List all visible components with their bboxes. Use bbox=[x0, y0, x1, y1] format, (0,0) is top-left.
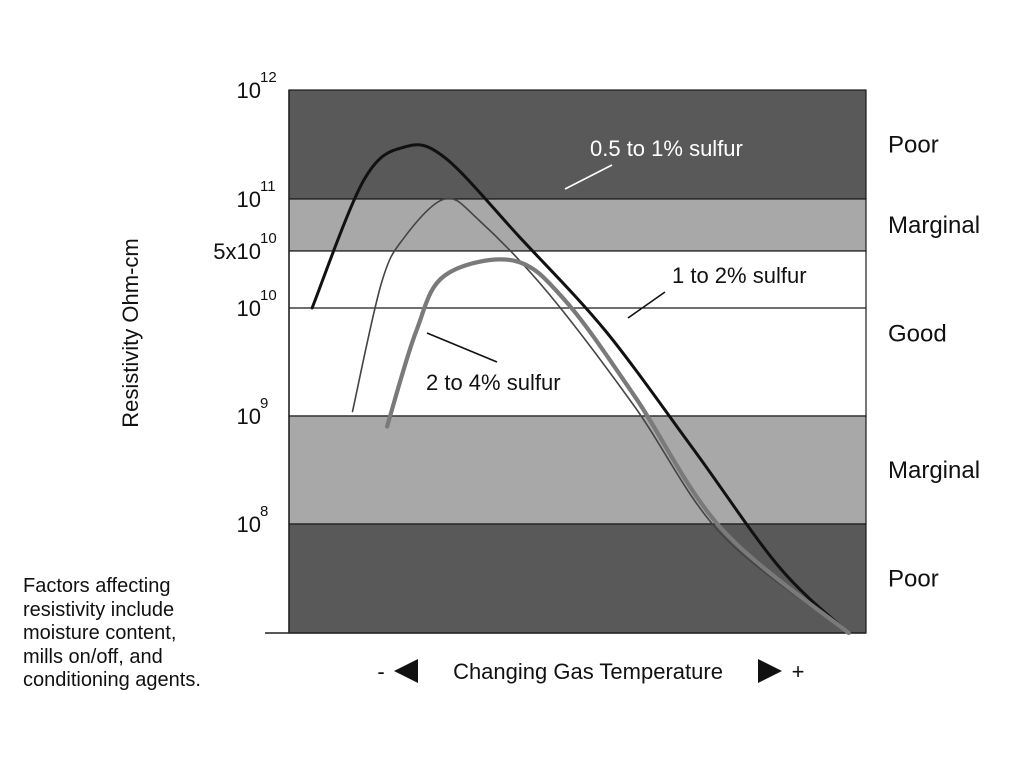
zone-labels: Poor Marginal Good Marginal Poor bbox=[888, 132, 980, 593]
series-label-3: 2 to 4% sulfur bbox=[426, 370, 561, 395]
x-axis-title: Changing Gas Temperature bbox=[453, 659, 723, 684]
series-leader-lines bbox=[426, 164, 666, 363]
x-axis-title-group: - Changing Gas Temperature + bbox=[377, 659, 804, 684]
y-tick-exponent: 10 bbox=[260, 287, 277, 304]
zone-band-poor bbox=[288, 523, 867, 634]
zone-label-marginal: Marginal bbox=[888, 212, 980, 239]
zone-bands bbox=[288, 89, 867, 634]
note-line: moisture content, bbox=[23, 622, 177, 644]
zone-band-marginal bbox=[288, 415, 867, 525]
x-axis-minus: - bbox=[377, 659, 384, 684]
x-axis-plus: + bbox=[792, 659, 805, 684]
series-leader-2 bbox=[627, 291, 666, 319]
y-tick-exponent: 11 bbox=[260, 178, 276, 195]
zone-band-poor bbox=[288, 89, 867, 200]
y-tick-exponent: 8 bbox=[260, 503, 268, 520]
series-leader-1 bbox=[564, 164, 613, 190]
series-labels: 0.5 to 1% sulfur 1 to 2% sulfur 2 to 4% su… bbox=[426, 136, 807, 395]
series-leader-3 bbox=[426, 332, 498, 363]
zone-band-good bbox=[288, 250, 867, 417]
right-arrow-icon bbox=[758, 659, 782, 683]
y-tick-base: 10 bbox=[237, 404, 261, 429]
y-tick-base: 10 bbox=[237, 187, 261, 212]
series-line-1 bbox=[310, 143, 851, 635]
left-arrow-icon bbox=[394, 659, 418, 683]
y-tick-base: 10 bbox=[237, 296, 261, 321]
y-tick-base: 10 bbox=[237, 512, 261, 537]
note-line: mills on/off, and bbox=[23, 645, 163, 668]
zone-label-poor: Poor bbox=[888, 132, 939, 159]
y-tick-label: 108 bbox=[237, 503, 269, 537]
zone-label-poor: Poor bbox=[888, 566, 939, 593]
y-tick-base: 5x10 bbox=[213, 239, 261, 264]
series-lines bbox=[310, 143, 851, 636]
y-tick-base: 10 bbox=[237, 78, 261, 103]
zone-label-good: Good bbox=[888, 321, 947, 348]
y-tick-exponent: 10 bbox=[260, 230, 277, 247]
zone-band-marginal bbox=[288, 198, 867, 252]
note-line: conditioning agents. bbox=[23, 669, 201, 691]
y-axis bbox=[265, 90, 866, 634]
note-line: Factors affecting bbox=[23, 575, 171, 597]
y-tick-exponent: 9 bbox=[260, 395, 268, 412]
series-line-2 bbox=[351, 197, 850, 634]
series-line-3 bbox=[385, 257, 851, 636]
series-label-2: 1 to 2% sulfur bbox=[672, 263, 807, 288]
series-label-1: 0.5 to 1% sulfur bbox=[590, 136, 743, 161]
factors-note: Factors affecting resistivity include mo… bbox=[23, 575, 253, 693]
zone-label-marginal: Marginal bbox=[888, 457, 980, 484]
y-tick-exponent: 12 bbox=[260, 69, 277, 86]
y-axis-title: Resistivity Ohm-cm bbox=[118, 238, 143, 427]
y-tick-label: 109 bbox=[237, 395, 269, 429]
note-line: resistivity include bbox=[23, 598, 175, 621]
